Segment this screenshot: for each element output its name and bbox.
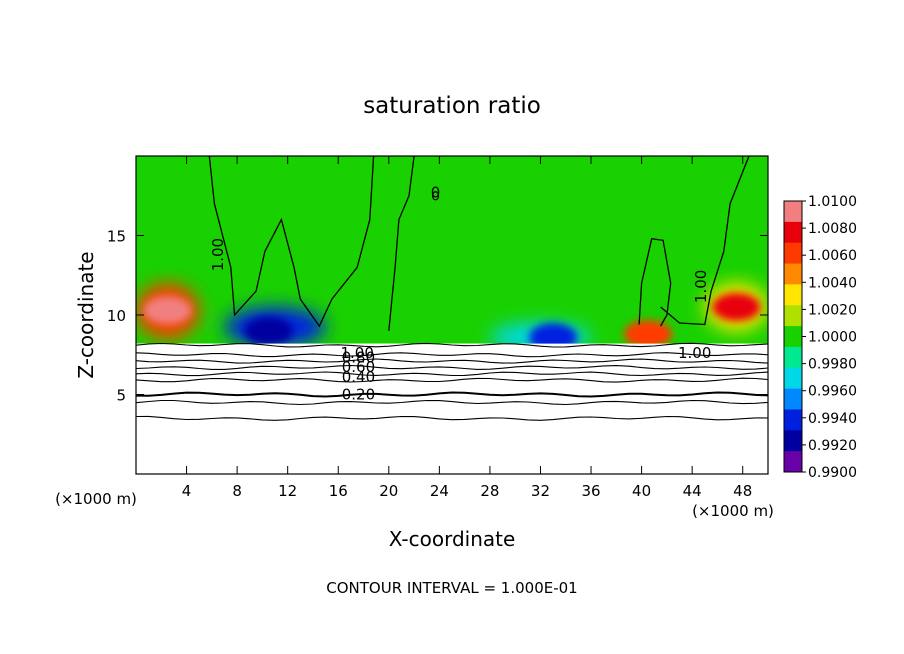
y-axis: 5 10 15 — [107, 228, 768, 405]
colorbar-swatch — [784, 409, 802, 431]
colorbar-swatch — [784, 326, 802, 348]
x-tick-label: 4 — [182, 482, 192, 500]
contour-lines — [136, 156, 768, 421]
contour-label: 1.00 — [678, 344, 711, 362]
x-tick-label: 40 — [632, 482, 651, 500]
colorbar-swatch — [784, 451, 802, 473]
contour-line — [136, 391, 768, 398]
x-tick-label: 48 — [733, 482, 752, 500]
colorbar-swatch — [784, 242, 802, 265]
colorbar: 1.0100 1.0080 1.0060 1.0040 1.0020 1.0000 0.99… — [783, 194, 857, 481]
x-tick-label: 32 — [531, 482, 550, 500]
y-tick-label: 10 — [107, 307, 126, 325]
colorbar-label: 1.0080 — [808, 221, 857, 237]
contour-line — [136, 342, 768, 348]
colorbar-label: 1.0020 — [808, 302, 857, 318]
contour-label: 1.00 — [209, 238, 227, 271]
contour-line — [136, 377, 768, 383]
contour-line — [136, 364, 768, 370]
colorbar-label: 1.0000 — [808, 330, 857, 346]
contour-line — [388, 156, 415, 331]
contour-line — [431, 191, 440, 201]
colorbar-swatch — [784, 221, 802, 244]
colorbar-swatch — [784, 346, 802, 369]
colorbar-label: 1.0040 — [808, 275, 857, 291]
x-unit-left: (×1000 m) — [55, 490, 137, 508]
chart-title: saturation ratio — [363, 93, 541, 119]
x-tick-label: 44 — [683, 482, 702, 500]
field-detail — [143, 293, 761, 352]
contour-label: 0.60 — [342, 358, 375, 376]
contour-label: 1.00 — [692, 270, 710, 303]
colorbar-swatch — [784, 367, 802, 390]
colorbar-swatch — [784, 263, 802, 285]
colorbar-swatch — [784, 430, 802, 452]
colorbar-label: 0.9960 — [808, 384, 857, 400]
contour-line — [136, 352, 768, 358]
saturation-field — [136, 156, 768, 474]
x-tick-label: 8 — [232, 482, 242, 500]
contour-label: 1.00 — [340, 344, 373, 362]
contour-label: 0 — [431, 183, 441, 201]
contour-interval-footer: CONTOUR INTERVAL = 1.000E-01 — [326, 579, 577, 597]
x-tick-label: 20 — [379, 482, 398, 500]
x-tick-label: 24 — [430, 482, 449, 500]
colorbar-label: 0.9920 — [808, 438, 857, 454]
field-spot-0 — [143, 296, 192, 325]
colorbar-swatch — [784, 201, 802, 223]
x-tick-label: 12 — [278, 482, 297, 500]
contour-line — [136, 399, 768, 406]
field-spot-4 — [623, 320, 672, 349]
colorbar-swatch — [784, 305, 802, 327]
contour-label: 0.20 — [342, 385, 375, 403]
x-axis-label: X-coordinate — [389, 527, 516, 551]
colorbar-swatch — [784, 388, 802, 410]
colorbar-label: 0.9980 — [808, 357, 857, 373]
contour-line — [136, 358, 768, 364]
y-tick-label: 15 — [107, 228, 126, 246]
x-axis: 4 8 12 16 20 24 28 32 36 40 44 48 — [182, 156, 752, 500]
colorbar-label: 0.9940 — [808, 411, 857, 427]
contour-line — [638, 237, 672, 327]
contour-line — [136, 371, 768, 377]
field-background — [136, 156, 768, 344]
contour-line — [136, 415, 768, 421]
contour-line — [208, 156, 375, 328]
x-tick-label: 36 — [581, 482, 600, 500]
colorbar-label: 0.9900 — [808, 465, 857, 481]
field-spot-1 — [712, 293, 761, 322]
below-cloud-region — [136, 343, 768, 474]
x-tick-label: 16 — [329, 482, 348, 500]
x-unit-right: (×1000 m) — [692, 502, 774, 520]
contour-label: 0.40 — [342, 368, 375, 386]
contour-line — [660, 156, 750, 326]
x-tick-label: 28 — [480, 482, 499, 500]
colorbar-label: 1.0100 — [808, 194, 857, 210]
contour-label: 0.80 — [342, 349, 375, 367]
colorbar-swatch — [784, 284, 802, 306]
y-axis-label: Z-coordinate — [74, 251, 98, 378]
colorbar-label: 1.0060 — [808, 248, 857, 264]
y-tick-label: 5 — [116, 387, 126, 405]
field-spot-2 — [244, 316, 293, 345]
